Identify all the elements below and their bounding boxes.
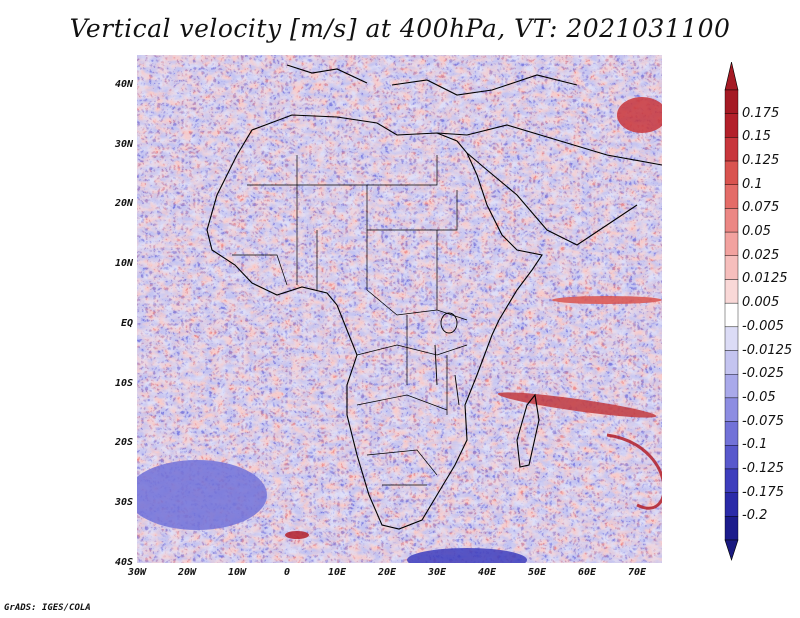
colorbar-label: -0.0125 bbox=[742, 342, 793, 358]
strong-features bbox=[137, 97, 662, 563]
lon-tick-30W: 30W bbox=[127, 567, 147, 578]
colorbar-box bbox=[724, 302, 739, 328]
colorbar-label: -0.005 bbox=[742, 318, 784, 334]
lon-tick-0: 0 bbox=[283, 567, 291, 578]
colorbar-box bbox=[724, 231, 739, 256]
colorbar-label: 0.05 bbox=[742, 224, 771, 240]
lon-tick-30E: 30E bbox=[427, 567, 447, 578]
lat-tick-40S: 40S bbox=[114, 557, 133, 568]
colorbar-label: 0.025 bbox=[742, 247, 780, 263]
colorbar-box bbox=[724, 421, 739, 446]
colorbar-label: 0.0125 bbox=[742, 271, 788, 287]
colorbar-label: -0.05 bbox=[742, 389, 776, 405]
colorbar-label: -0.125 bbox=[742, 460, 784, 476]
colorbar-label: 0.175 bbox=[742, 105, 780, 121]
lat-tick-30S: 30S bbox=[114, 497, 133, 508]
colorbar-label: -0.025 bbox=[742, 366, 784, 382]
colorbar-box bbox=[724, 208, 739, 233]
colorbar-box bbox=[724, 445, 739, 470]
colorbar-box bbox=[724, 350, 739, 375]
lon-tick-60E: 60E bbox=[577, 567, 597, 578]
lat-tick-10N: 10N bbox=[114, 258, 133, 269]
colorbar-label: 0.075 bbox=[742, 200, 780, 216]
lon-tick-70E: 70E bbox=[627, 567, 647, 578]
lon-tick-20W: 20W bbox=[177, 567, 197, 578]
colorbar bbox=[724, 62, 739, 561]
lat-tick-40N: 40N bbox=[114, 79, 133, 90]
lat-tick-EQ: EQ bbox=[120, 318, 133, 329]
colorbar-label: -0.1 bbox=[742, 437, 768, 453]
colorbar-label: -0.175 bbox=[742, 484, 784, 500]
country-borders bbox=[232, 155, 468, 486]
grads-credit: GrADS: IGES/COLA bbox=[4, 603, 91, 613]
colorbar-bottom-arrow bbox=[724, 539, 739, 561]
colorbar-box bbox=[724, 89, 739, 114]
colorbar-top-arrow bbox=[724, 62, 739, 91]
colorbar-box bbox=[724, 468, 739, 493]
lat-tick-20N: 20N bbox=[114, 198, 133, 209]
colorbar-box bbox=[724, 326, 739, 351]
plot-title: Vertical velocity [m/s] at 400hPa, VT: 2… bbox=[69, 14, 731, 43]
colorbar-box bbox=[724, 492, 739, 517]
colorbar-box bbox=[724, 113, 739, 138]
colorbar-label: 0.1 bbox=[742, 176, 763, 192]
lat-tick-30N: 30N bbox=[114, 139, 133, 150]
lon-tick-10E: 10E bbox=[327, 567, 347, 578]
colorbar-label: -0.075 bbox=[742, 413, 784, 429]
vertical-velocity-map bbox=[137, 55, 662, 563]
colorbar-box bbox=[724, 137, 739, 162]
lon-tick-20E: 20E bbox=[377, 567, 397, 578]
colorbar-box bbox=[724, 255, 739, 280]
colorbar-label: -0.2 bbox=[742, 508, 768, 524]
lat-tick-20S: 20S bbox=[114, 437, 133, 448]
colorbar-box bbox=[724, 516, 739, 541]
colorbar-label: 0.15 bbox=[742, 129, 771, 145]
colorbar-box bbox=[724, 160, 739, 185]
lon-tick-40E: 40E bbox=[477, 567, 497, 578]
lon-tick-50E: 50E bbox=[527, 567, 547, 578]
lon-tick-10W: 10W bbox=[227, 567, 247, 578]
lakes bbox=[434, 312, 460, 406]
colorbar-box bbox=[724, 397, 739, 422]
lat-tick-10S: 10S bbox=[114, 378, 133, 389]
colorbar-box bbox=[724, 184, 739, 209]
colorbar-box bbox=[724, 374, 739, 399]
coastlines bbox=[206, 64, 662, 530]
colorbar-box bbox=[724, 279, 739, 304]
colorbar-label: 0.125 bbox=[742, 153, 780, 169]
colorbar-label: 0.005 bbox=[742, 295, 780, 311]
